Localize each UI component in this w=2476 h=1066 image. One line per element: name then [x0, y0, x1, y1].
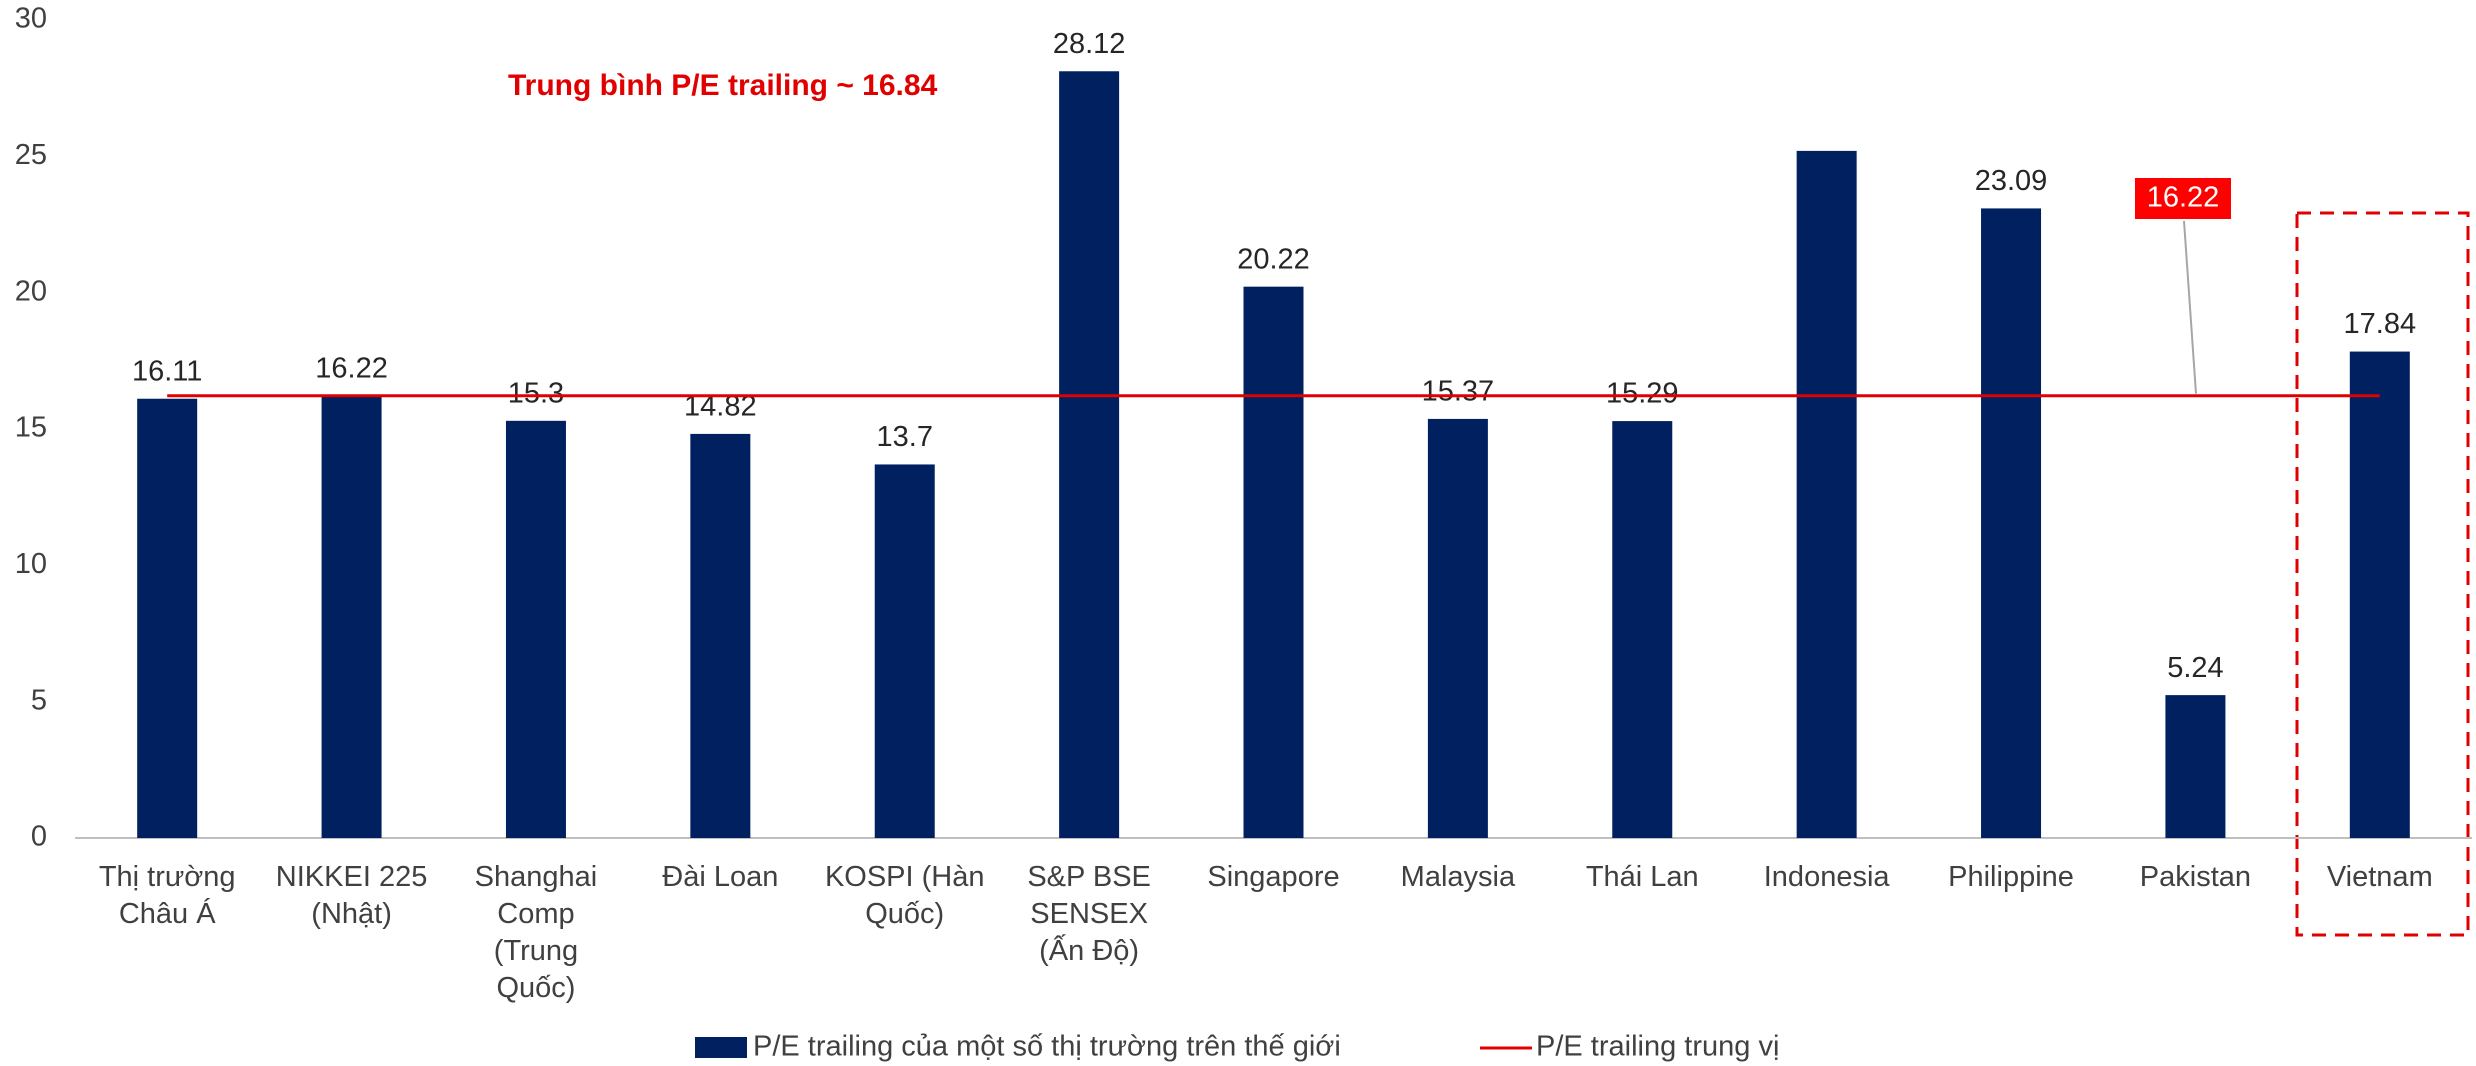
x-tick-label: Pakistan: [2140, 861, 2251, 893]
data-label: 16.11: [132, 355, 202, 387]
data-label: 5.24: [2167, 652, 2223, 684]
data-label: 17.84: [2344, 308, 2417, 340]
y-tick-label: 15: [15, 412, 47, 444]
y-tick-label: 0: [31, 821, 47, 853]
y-tick-label: 25: [15, 139, 47, 171]
x-tick-label: Malaysia: [1401, 861, 1516, 893]
y-tick-label: 30: [15, 3, 47, 35]
bar: [1427, 418, 1488, 838]
bar: [2349, 351, 2410, 838]
bar: [505, 420, 566, 838]
x-tick-label: Singapore: [1207, 861, 1339, 893]
bar: [1243, 286, 1304, 839]
bar: [690, 433, 751, 838]
data-label: 13.7: [877, 421, 933, 453]
data-label: 23.09: [1975, 165, 2048, 197]
bar: [1059, 71, 1120, 838]
data-label: 16.22: [315, 352, 388, 384]
x-tick-label: S&P BSE SENSEX (Ấn Độ): [1027, 861, 1151, 967]
legend-label: P/E trailing trung vị: [1536, 1031, 1779, 1063]
bar: [1796, 150, 1857, 838]
callout-label: 16.22: [2147, 182, 2220, 214]
callout-leader: [2183, 220, 2197, 394]
legend-label: P/E trailing của một số thị trường trên …: [753, 1031, 1341, 1063]
y-tick-label: 10: [15, 548, 47, 580]
highlight-box: [2295, 211, 2470, 937]
annotation: Trung bình P/E trailing ~ 16.84: [508, 69, 938, 102]
bar: [2165, 695, 2226, 838]
data-label: 20.22: [1237, 243, 1310, 275]
data-label: 15.37: [1422, 376, 1495, 408]
bar: [321, 395, 382, 838]
x-tick-label: Shanghai Comp (Trung Quốc): [475, 861, 598, 1004]
data-label: 28.12: [1053, 28, 1126, 60]
x-tick-label: KOSPI (Hàn Quốc): [825, 861, 985, 930]
data-label: 15.29: [1606, 378, 1679, 410]
bar: [874, 464, 935, 838]
x-tick-label: Thị trường Châu Á: [99, 861, 236, 930]
data-label: 15.3: [508, 377, 564, 409]
callout-box: [2135, 178, 2231, 219]
legend-swatch: [695, 1037, 747, 1058]
bar: [1612, 421, 1673, 838]
x-tick-label: Vietnam: [2327, 861, 2433, 893]
y-tick-label: 20: [15, 275, 47, 307]
bar: [137, 398, 198, 838]
x-tick-label: Thái Lan: [1586, 861, 1699, 893]
bar: [1981, 208, 2042, 839]
x-tick-label: Indonesia: [1764, 861, 1891, 893]
x-tick-label: Philippine: [1948, 861, 2074, 893]
x-tick-label: Đài Loan: [662, 861, 778, 893]
x-tick-label: NIKKEI 225 (Nhật): [276, 861, 428, 930]
y-tick-label: 5: [31, 684, 47, 716]
